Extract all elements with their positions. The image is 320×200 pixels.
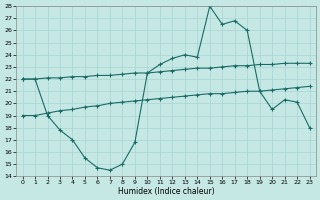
X-axis label: Humidex (Indice chaleur): Humidex (Indice chaleur) [118, 187, 214, 196]
